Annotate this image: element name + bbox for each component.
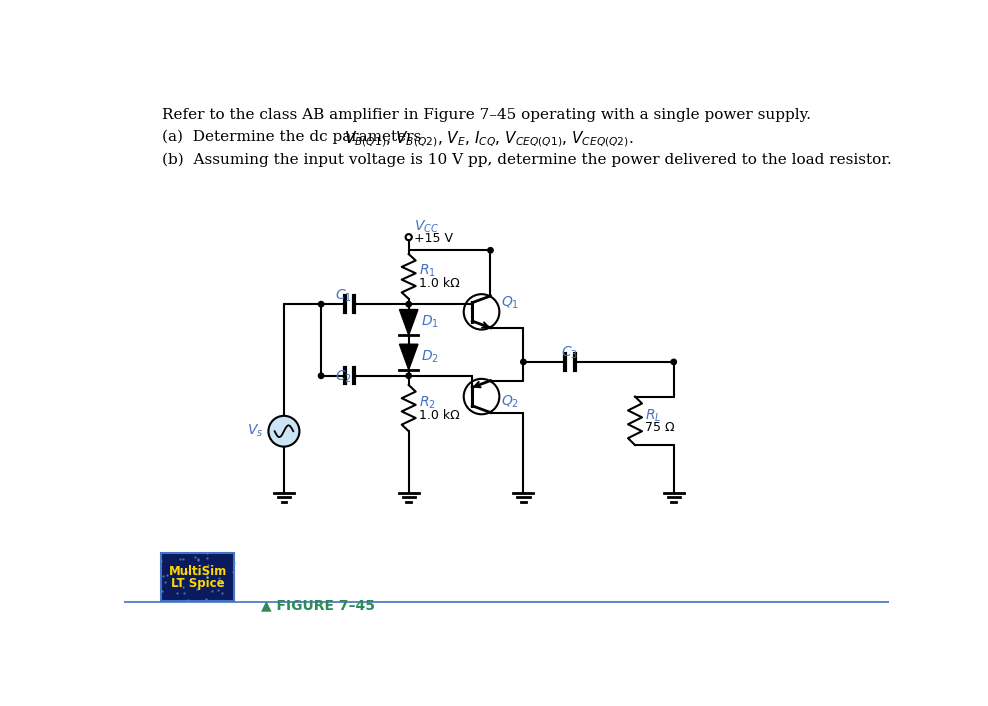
Text: ▲ FIGURE 7–45: ▲ FIGURE 7–45: [262, 598, 375, 612]
Text: $Q_1$: $Q_1$: [501, 295, 519, 311]
Circle shape: [521, 359, 527, 364]
Text: $V_s$: $V_s$: [247, 423, 264, 439]
Text: $Q_2$: $Q_2$: [501, 394, 519, 410]
Text: $D_1$: $D_1$: [421, 314, 439, 330]
Text: (b)  Assuming the input voltage is 10 V pp, determine the power delivered to the: (b) Assuming the input voltage is 10 V p…: [162, 152, 892, 167]
Text: 1.0 kΩ: 1.0 kΩ: [419, 409, 459, 421]
Circle shape: [406, 373, 411, 378]
Text: 75 Ω: 75 Ω: [645, 421, 675, 434]
Text: $V_{CC}$: $V_{CC}$: [414, 218, 440, 234]
FancyBboxPatch shape: [161, 553, 234, 601]
Text: $R_1$: $R_1$: [419, 263, 436, 280]
Circle shape: [488, 248, 493, 253]
Circle shape: [671, 359, 677, 364]
Text: $C_1$: $C_1$: [335, 287, 352, 304]
Text: LT Spice: LT Spice: [171, 578, 224, 590]
Text: $C_3$: $C_3$: [561, 345, 578, 361]
Text: 1.0 kΩ: 1.0 kΩ: [419, 277, 459, 290]
Polygon shape: [399, 345, 418, 370]
Circle shape: [406, 301, 411, 307]
Circle shape: [318, 301, 324, 307]
Text: $R_L$: $R_L$: [645, 407, 662, 424]
Text: +15 V: +15 V: [414, 232, 453, 245]
Text: Refer to the class AB amplifier in Figure 7–45 operating with a single power sup: Refer to the class AB amplifier in Figur…: [162, 108, 811, 122]
Circle shape: [318, 373, 324, 378]
Text: (a)  Determine the dc parameters: (a) Determine the dc parameters: [162, 129, 427, 144]
Text: $R_2$: $R_2$: [419, 395, 436, 411]
Circle shape: [269, 416, 299, 447]
Text: $C_2$: $C_2$: [335, 369, 352, 385]
Text: MultiSim: MultiSim: [168, 565, 226, 578]
Text: $V_{B(Q1)}$, $V_{B(Q2)}$, $V_E$, $I_{CQ}$, $V_{CEQ(Q1)}$, $V_{CEQ(Q2)}$.: $V_{B(Q1)}$, $V_{B(Q2)}$, $V_E$, $I_{CQ}…: [345, 129, 634, 149]
Polygon shape: [399, 309, 418, 335]
Text: $D_2$: $D_2$: [421, 349, 439, 365]
